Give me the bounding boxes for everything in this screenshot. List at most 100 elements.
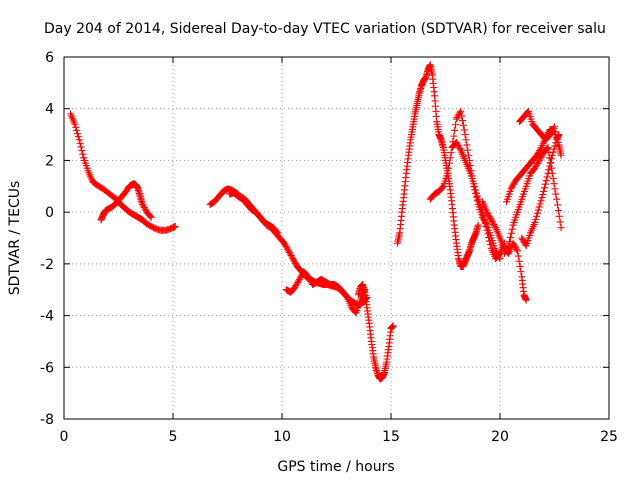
x-tick-label: 25 [600, 429, 618, 445]
data-point [75, 136, 83, 144]
data-point [516, 262, 524, 270]
data-point [305, 274, 313, 282]
data-point [547, 129, 555, 137]
data-point [507, 185, 515, 193]
data-point [456, 145, 464, 153]
data-point [513, 245, 521, 253]
data-point [545, 166, 553, 174]
data-point [536, 155, 544, 163]
chart-title: Day 204 of 2014, Sidereal Day-to-day VTE… [44, 21, 606, 37]
data-point [291, 258, 299, 266]
data-point [483, 208, 491, 216]
data-point [532, 215, 540, 223]
data-point [540, 184, 548, 192]
data-point [549, 148, 557, 156]
data-point [553, 195, 561, 203]
data-point [486, 213, 494, 221]
data-point [535, 203, 543, 211]
data-point [511, 242, 519, 250]
data-point [484, 210, 492, 218]
x-tick-label: 20 [491, 429, 509, 445]
data-point [519, 236, 527, 244]
data-point [491, 222, 499, 230]
plot-frame [63, 56, 610, 420]
data-point [474, 221, 482, 229]
data-point [459, 117, 467, 125]
data-point [284, 245, 292, 253]
data-point [472, 186, 480, 194]
data-point [534, 206, 542, 214]
data-point [549, 175, 557, 183]
data-point [549, 126, 557, 134]
data-point [551, 185, 559, 193]
data-point [540, 187, 548, 195]
data-point [550, 145, 558, 153]
data-point [486, 237, 494, 245]
data-point [503, 245, 511, 253]
data-point [508, 183, 516, 191]
data-point [74, 133, 82, 141]
data-point [533, 161, 541, 169]
x-tick-label: 5 [169, 429, 178, 445]
data-point [487, 216, 495, 224]
data-point [546, 131, 554, 139]
data-point [295, 277, 303, 285]
data-point [351, 308, 359, 316]
data-point [461, 131, 469, 139]
data-point [470, 180, 478, 188]
data-point [515, 257, 523, 265]
data-point [285, 247, 293, 255]
y-tick-label: 2 [45, 153, 54, 169]
data-point [542, 177, 550, 185]
data-point [444, 169, 452, 177]
data-point [343, 292, 351, 300]
data-point [453, 140, 461, 148]
data-point [541, 180, 549, 188]
data-point [73, 126, 81, 134]
data-point [557, 224, 565, 232]
data-point [459, 121, 467, 129]
data-point [74, 130, 82, 138]
data-point [486, 214, 494, 222]
data-point [288, 253, 296, 261]
x-axis-label: GPS time / hours [277, 459, 394, 475]
data-point [306, 276, 314, 284]
data-point [464, 146, 472, 154]
data-point [457, 107, 465, 115]
data-point [554, 207, 562, 215]
y-tick-label: 6 [45, 50, 54, 66]
data-point [521, 240, 529, 248]
data-point [544, 169, 552, 177]
data-point [452, 115, 460, 123]
data-point [146, 212, 154, 220]
data-point [512, 244, 520, 252]
data-point [539, 191, 547, 199]
data-point [296, 274, 304, 282]
y-tick-labels: -8 -6 -4 -2 0 2 4 6 [40, 50, 54, 428]
data-point [544, 144, 552, 151]
data-point [456, 109, 464, 117]
data-point [531, 164, 539, 172]
data-point [543, 173, 551, 181]
data-point [455, 143, 463, 151]
data-point [289, 255, 297, 263]
data-point [447, 149, 455, 157]
data-point [78, 147, 86, 155]
data-point [285, 248, 293, 256]
data-point [79, 150, 87, 158]
data-point [473, 192, 481, 200]
y-tick-label: -8 [40, 412, 54, 428]
data-point [523, 108, 531, 116]
data-point [139, 202, 147, 210]
data-point [506, 233, 514, 241]
x-tick-label: 15 [382, 429, 400, 445]
data-point [533, 160, 541, 168]
data-point [286, 250, 294, 258]
series-seg6 [354, 281, 397, 383]
data-point [510, 241, 518, 249]
data-point [472, 189, 480, 197]
data-point [452, 138, 460, 146]
data-point [291, 283, 299, 291]
data-point [458, 112, 466, 120]
data-point [480, 215, 488, 223]
